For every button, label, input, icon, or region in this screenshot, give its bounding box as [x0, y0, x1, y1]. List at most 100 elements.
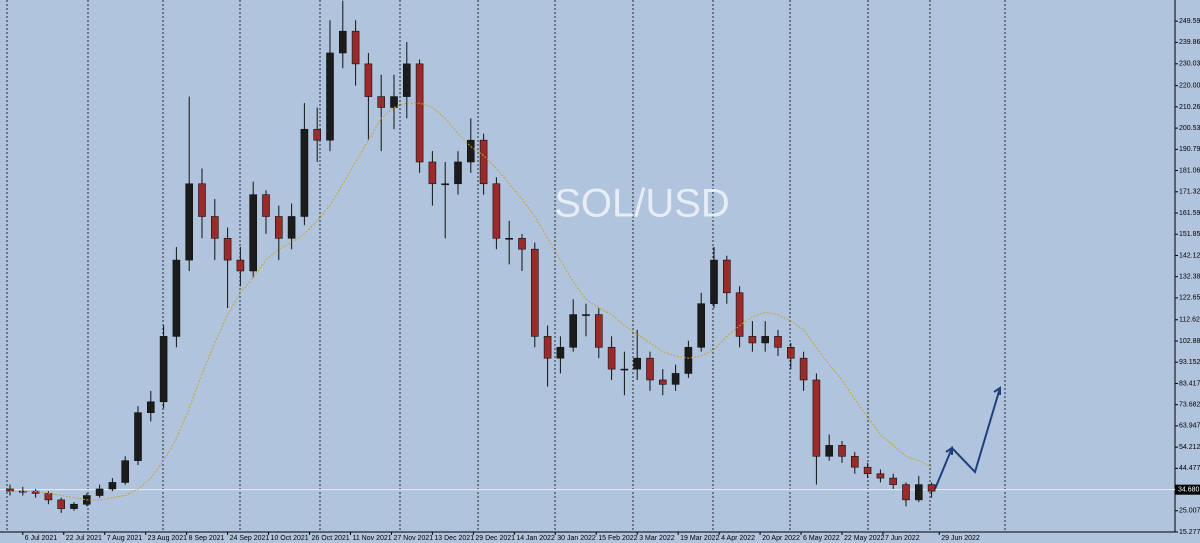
y-tick-label: 122.65 [1179, 295, 1200, 302]
candle-body [838, 445, 846, 457]
candle-body [850, 455, 859, 468]
y-tick-label: 15.277 [1179, 529, 1200, 536]
x-tick-label: 15 Feb 2022 [598, 535, 637, 542]
y-tick-label: 132.38 [1179, 274, 1200, 281]
candle-body [914, 484, 923, 501]
y-tick-label: 230.03 [1179, 61, 1200, 68]
candle-body [185, 183, 193, 261]
candle-body [121, 460, 129, 483]
x-tick-label: 6 Jul 2021 [25, 535, 57, 542]
y-tick-label: 25.007 [1179, 508, 1200, 515]
candle-body [108, 482, 117, 490]
candle-body [351, 30, 360, 65]
candle-body [697, 303, 706, 348]
candle-body [454, 161, 462, 185]
candle-body [313, 128, 322, 141]
candle-body [300, 128, 309, 217]
x-tick-label: 22 May 2022 [844, 535, 885, 542]
candle-body [326, 52, 334, 141]
candle-body [377, 96, 386, 108]
candle-body [761, 336, 770, 344]
candle-body [582, 314, 590, 316]
y-tick-label: 44.477 [1179, 465, 1200, 472]
y-tick-label: 83.417 [1179, 380, 1200, 387]
candle-body [147, 401, 155, 413]
x-tick-label: 14 Jan 2022 [516, 535, 555, 542]
candle-body [211, 216, 219, 239]
candle-body [466, 139, 475, 163]
x-tick-label: 19 Mar 2022 [680, 535, 719, 542]
candle-body [607, 346, 616, 370]
candle-body [262, 194, 270, 217]
candle-body [684, 346, 693, 374]
y-tick-label: 239.86 [1179, 39, 1200, 46]
candle-body [658, 379, 667, 385]
candle-body [159, 336, 168, 403]
candle-body [863, 466, 872, 475]
x-tick-label: 7 Aug 2021 [107, 535, 143, 542]
y-tick-label: 181.06 [1179, 167, 1200, 174]
candle-body [249, 194, 257, 272]
y-tick-label: 190.79 [1179, 146, 1200, 153]
x-tick-label: 13 Dec 2021 [434, 535, 474, 542]
x-tick-label: 30 Jan 2022 [557, 535, 596, 542]
x-tick-label: 22 Jul 2021 [66, 535, 102, 542]
candle-body [172, 259, 181, 337]
candle-body [223, 237, 232, 261]
y-tick-label: 102.88 [1179, 338, 1200, 345]
candle-body [95, 488, 104, 496]
y-tick-label: 161.59 [1179, 210, 1200, 217]
candle-body [646, 357, 654, 381]
candle-body [543, 336, 552, 359]
x-tick-label: 29 Jun 2022 [941, 535, 980, 542]
x-tick-label: 26 Oct 2021 [312, 535, 350, 542]
y-tick-label: 151.85 [1179, 231, 1200, 238]
last-price-label: 34.680 [1178, 487, 1200, 494]
x-tick-label: 20 Apr 2022 [762, 535, 800, 542]
x-tick-label: 27 Nov 2021 [393, 535, 433, 542]
x-tick-label: 11 Nov 2021 [352, 535, 391, 542]
candle-body [415, 63, 424, 163]
candle-body [287, 216, 296, 239]
y-tick-label: 200.53 [1179, 125, 1200, 132]
candle-body [748, 336, 757, 344]
y-tick-label: 73.682 [1179, 402, 1200, 409]
candle-body [594, 314, 603, 348]
candle-body [569, 314, 578, 348]
candle-body [479, 139, 488, 185]
candle-body [620, 368, 629, 371]
y-tick-label: 249.59 [1179, 18, 1200, 25]
candle-body [633, 357, 642, 370]
candle-body [774, 336, 782, 348]
candle-body [556, 346, 565, 359]
y-tick-label: 142.12 [1179, 252, 1200, 259]
candle-body [799, 357, 808, 381]
y-tick-label: 93.152 [1179, 359, 1200, 366]
y-tick-label: 54.212 [1179, 444, 1200, 451]
x-tick-label: 8 Sep 2021 [189, 535, 225, 542]
candle-body [57, 499, 66, 509]
candle-body [889, 477, 898, 485]
candle-body [671, 373, 680, 385]
candle-body [428, 161, 437, 185]
x-tick-label: 3 Mar 2022 [639, 535, 675, 542]
candle-body [876, 473, 885, 479]
candle-body [812, 379, 821, 457]
candle-body [722, 259, 731, 294]
candle-body [18, 490, 27, 493]
candle-body [70, 503, 78, 509]
candle-body [402, 63, 411, 97]
x-tick-label: 10 Oct 2021 [271, 535, 309, 542]
y-tick-label: 210.26 [1179, 104, 1200, 111]
candle-body [198, 183, 206, 217]
y-tick-label: 112.62 [1179, 317, 1200, 324]
x-tick-label: 4 Apr 2022 [721, 535, 755, 542]
candle-body [274, 216, 283, 239]
arrow-head [945, 446, 953, 455]
candle-body [786, 346, 795, 359]
candle-body [530, 248, 539, 337]
candle-body [825, 445, 834, 457]
x-tick-label: 7 Jun 2022 [885, 535, 920, 542]
